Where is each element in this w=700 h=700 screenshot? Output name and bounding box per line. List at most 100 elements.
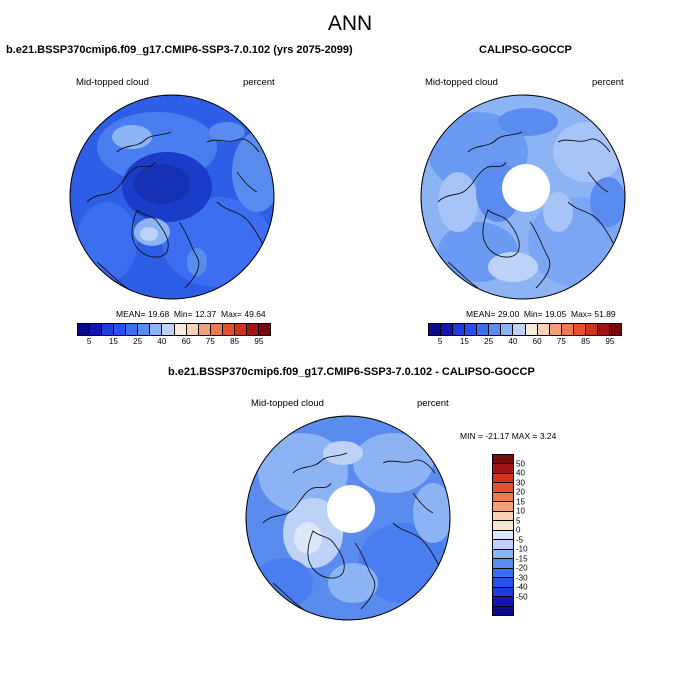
colorbar-tick-label: 25 bbox=[484, 337, 494, 346]
colorbar-swatch bbox=[501, 324, 514, 335]
diff-units-label: percent bbox=[417, 398, 449, 409]
colorbar-swatch bbox=[513, 324, 526, 335]
diff-panel-title: b.e21.BSSP370cmip6.f09_g17.CMIP6-SSP3-7.… bbox=[168, 366, 535, 378]
colorbar-swatch bbox=[493, 530, 513, 541]
colorbar-tick-label: 15 bbox=[516, 497, 525, 507]
colorbar-swatch bbox=[246, 324, 259, 335]
colorbar-swatch bbox=[493, 455, 513, 465]
colorbar-swatch bbox=[162, 324, 175, 335]
colorbar-swatch bbox=[489, 324, 502, 335]
colorbar-swatch bbox=[493, 597, 513, 607]
colorbar-tick-label: -40 bbox=[516, 582, 528, 592]
colorbar-swatch bbox=[78, 324, 91, 335]
colorbar-tick-label: -5 bbox=[516, 535, 524, 545]
left-units-label: percent bbox=[243, 77, 275, 88]
left-colorbar bbox=[77, 323, 271, 336]
colorbar-tick-label: 30 bbox=[516, 478, 525, 488]
colorbar-tick-label: 60 bbox=[181, 337, 191, 346]
colorbar-swatch bbox=[493, 502, 513, 512]
colorbar-swatch bbox=[493, 464, 513, 474]
right-colorbar-ticks: 5 15 25 40 60 75 85 95 bbox=[428, 337, 622, 349]
colorbar-tick-label: 5 bbox=[86, 337, 92, 346]
left-panel-title: b.e21.BSSP370cmip6.f09_g17.CMIP6-SSP3-7.… bbox=[6, 44, 353, 56]
colorbar-swatch bbox=[222, 324, 235, 335]
colorbar-tick-label: -50 bbox=[516, 592, 528, 602]
colorbar-swatch bbox=[493, 587, 513, 598]
colorbar-swatch bbox=[549, 324, 562, 335]
colorbar-swatch bbox=[198, 324, 211, 335]
colorbar-tick-label: 5 bbox=[516, 516, 521, 526]
left-polar-map bbox=[69, 94, 275, 300]
colorbar-swatch bbox=[493, 483, 513, 493]
colorbar-swatch bbox=[90, 324, 103, 335]
colorbar-swatch bbox=[477, 324, 490, 335]
colorbar-swatch bbox=[573, 324, 586, 335]
colorbar-swatch bbox=[493, 568, 513, 579]
colorbar-tick-label: 15 bbox=[108, 337, 118, 346]
colorbar-swatch bbox=[537, 324, 550, 335]
colorbar-swatch bbox=[453, 324, 466, 335]
colorbar-swatch bbox=[525, 324, 538, 335]
colorbar-swatch bbox=[493, 473, 513, 484]
colorbar-swatch bbox=[493, 492, 513, 503]
colorbar-tick-label: 40 bbox=[157, 337, 167, 346]
right-polar-map bbox=[420, 94, 626, 300]
colorbar-tick-label: 40 bbox=[508, 337, 518, 346]
colorbar-swatch bbox=[174, 324, 187, 335]
colorbar-swatch bbox=[126, 324, 139, 335]
colorbar-tick-label: 85 bbox=[581, 337, 591, 346]
right-colorbar bbox=[428, 323, 622, 336]
right-field-label: Mid-topped cloud bbox=[425, 77, 498, 88]
colorbar-swatch bbox=[150, 324, 163, 335]
colorbar-tick-label: 25 bbox=[133, 337, 143, 346]
colorbar-swatch bbox=[493, 606, 513, 615]
colorbar-tick-label: 95 bbox=[254, 337, 264, 346]
right-stats: MEAN= 29.00 Min= 19.05 Max= 51.89 bbox=[466, 309, 616, 319]
diff-minmax: MIN = -21.17 MAX = 3.24 bbox=[460, 431, 557, 441]
colorbar-swatch bbox=[561, 324, 574, 335]
colorbar-tick-label: 50 bbox=[516, 459, 525, 469]
right-units-label: percent bbox=[592, 77, 624, 88]
colorbar-tick-label: 75 bbox=[205, 337, 215, 346]
colorbar-tick-label: 0 bbox=[516, 525, 521, 535]
colorbar-swatch bbox=[234, 324, 247, 335]
colorbar-swatch bbox=[102, 324, 115, 335]
colorbar-swatch bbox=[465, 324, 478, 335]
colorbar-swatch bbox=[210, 324, 223, 335]
colorbar-swatch bbox=[609, 324, 621, 335]
right-panel-title: CALIPSO-GOCCP bbox=[479, 44, 572, 56]
colorbar-tick-label: 10 bbox=[516, 506, 525, 516]
colorbar-swatch bbox=[258, 324, 270, 335]
colorbar-tick-label: 85 bbox=[230, 337, 240, 346]
colorbar-tick-label: 60 bbox=[532, 337, 542, 346]
left-stats: MEAN= 19.68 Min= 12.37 Max= 49.64 bbox=[116, 309, 266, 319]
colorbar-swatch bbox=[493, 559, 513, 569]
colorbar-tick-label: 75 bbox=[556, 337, 566, 346]
colorbar-swatch bbox=[597, 324, 610, 335]
colorbar-tick-label: 95 bbox=[605, 337, 615, 346]
colorbar-swatch bbox=[138, 324, 151, 335]
colorbar-swatch bbox=[493, 578, 513, 588]
colorbar-tick-label: 40 bbox=[516, 468, 525, 478]
colorbar-tick-label: 15 bbox=[459, 337, 469, 346]
colorbar-swatch bbox=[493, 521, 513, 531]
colorbar-swatch bbox=[493, 511, 513, 522]
diff-colorbar bbox=[492, 454, 514, 616]
left-colorbar-ticks: 5 15 25 40 60 75 85 95 bbox=[77, 337, 271, 349]
colorbar-tick-label: 20 bbox=[516, 487, 525, 497]
colorbar-swatch bbox=[493, 540, 513, 550]
main-title: ANN bbox=[327, 12, 373, 35]
colorbar-swatch bbox=[441, 324, 454, 335]
colorbar-tick-label: 5 bbox=[437, 337, 443, 346]
colorbar-tick-label: -30 bbox=[516, 573, 528, 583]
colorbar-swatch bbox=[493, 549, 513, 560]
colorbar-tick-label: -10 bbox=[516, 544, 528, 554]
diff-polar-map bbox=[245, 415, 451, 621]
colorbar-tick-label: -20 bbox=[516, 563, 528, 573]
diff-field-label: Mid-topped cloud bbox=[251, 398, 324, 409]
colorbar-swatch bbox=[585, 324, 598, 335]
colorbar-tick-label: -15 bbox=[516, 554, 528, 564]
diff-colorbar-ticks: 50 40 30 20 15 10 5 0 -5 -10 -15 -20 -30 -40 -50 bbox=[516, 454, 546, 616]
left-field-label: Mid-topped cloud bbox=[76, 77, 149, 88]
colorbar-swatch bbox=[114, 324, 127, 335]
